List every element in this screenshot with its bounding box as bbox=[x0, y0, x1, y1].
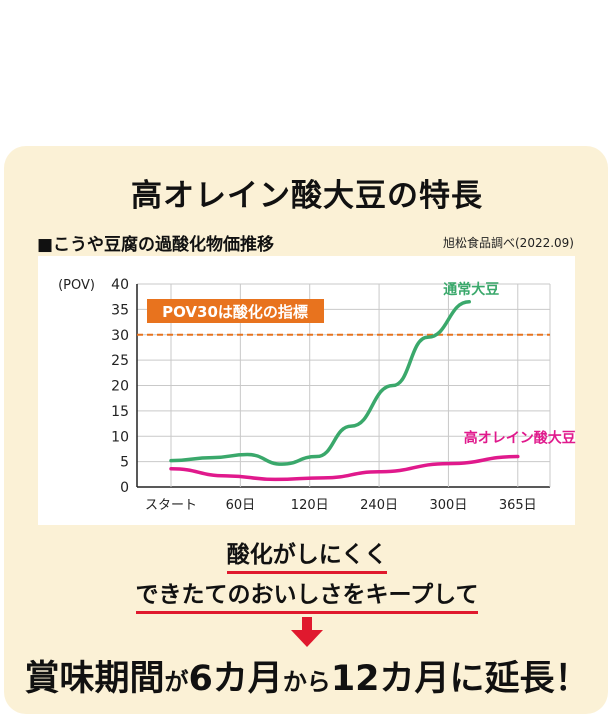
y-tick-label: 20 bbox=[111, 379, 129, 395]
y-tick-label: 35 bbox=[111, 302, 129, 318]
x-tick-label: 60日 bbox=[226, 498, 256, 513]
chart-subtitle: ■こうや豆腐の過酸化物価推移 bbox=[37, 235, 275, 255]
arrow-down-icon bbox=[291, 617, 323, 647]
x-tick-label: 300日 bbox=[430, 498, 468, 513]
y-tick-label: 25 bbox=[111, 353, 129, 369]
threshold-label: POV30は酸化の指標 bbox=[162, 303, 308, 321]
chart-source: 旭松食品調べ(2022.09) bbox=[443, 236, 574, 250]
final-part-2: が bbox=[164, 668, 189, 696]
y-tick-label: 0 bbox=[120, 480, 129, 496]
y-axis-label: (POV) bbox=[58, 278, 95, 293]
y-tick-label: 5 bbox=[120, 455, 129, 471]
x-tick-label: スタート bbox=[145, 498, 197, 513]
y-tick-label: 30 bbox=[111, 328, 129, 344]
message-line-2: できたてのおいしさをキープして bbox=[0, 575, 614, 614]
series-line-2 bbox=[169, 454, 520, 482]
series-label-1: 通常大豆 bbox=[443, 281, 499, 298]
series-label-2: 高オレイン酸大豆 bbox=[464, 430, 576, 447]
message-line-1-text: 酸化がしにくく bbox=[226, 535, 388, 574]
x-tick-label: 365日 bbox=[499, 498, 537, 513]
final-part-6: に延長！ bbox=[449, 659, 590, 699]
final-part-3: 6カ月 bbox=[188, 659, 283, 699]
message-line-2-text: できたてのおいしさをキープして bbox=[135, 575, 479, 614]
final-part-5: 12カ月 bbox=[330, 659, 450, 699]
final-part-4: から bbox=[282, 668, 331, 696]
final-part-1: 賞味期間 bbox=[24, 659, 165, 699]
shelf-life-message: 賞味期間が6カ月から12カ月に延長！ bbox=[0, 650, 614, 701]
y-tick-label: 10 bbox=[111, 429, 129, 445]
y-tick-label: 40 bbox=[111, 277, 129, 293]
threshold-label-box bbox=[147, 299, 324, 323]
y-tick-label: 15 bbox=[111, 404, 129, 420]
message-line-1: 酸化がしにくく bbox=[0, 535, 614, 574]
page-title: 高オレイン酸大豆の特長 bbox=[131, 178, 483, 214]
x-tick-label: 240日 bbox=[360, 498, 398, 513]
series-line-1 bbox=[169, 300, 471, 466]
x-tick-label: 120日 bbox=[291, 498, 329, 513]
